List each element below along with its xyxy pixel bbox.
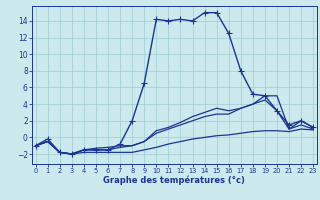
X-axis label: Graphe des températures (°c): Graphe des températures (°c) bbox=[103, 176, 245, 185]
